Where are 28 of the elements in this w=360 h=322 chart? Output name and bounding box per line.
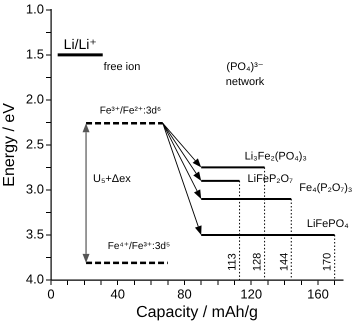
series-label: LiFePO₄ (306, 218, 350, 230)
series-label: Li/Li⁺ (64, 36, 97, 52)
annotation: 144 (278, 252, 290, 272)
x-axis-title: Capacity / mAh/g (136, 304, 258, 321)
y-axis-title: Energy / eV (1, 102, 18, 187)
series-label: Fe³⁺/Fe²⁺:3d⁶ (100, 105, 162, 116)
y-tick-label: 1.0 (26, 1, 44, 16)
y-tick-label: 3.0 (26, 182, 44, 197)
series-label: Fe⁴⁺/Fe³⁺:3d⁵ (108, 240, 170, 252)
x-tick-label: 120 (240, 286, 262, 302)
y-tick-label: 2.5 (26, 136, 44, 152)
annotation: (PO₄)³⁻ network (226, 61, 265, 88)
x-tick-label: 0 (47, 286, 55, 302)
series-label: Fe₄(P₂O₇)₃ (299, 182, 352, 194)
annotation: 170 (322, 252, 334, 272)
x-tick-label: 40 (110, 286, 125, 302)
series-label: LiFeP₂O₇ (248, 172, 294, 185)
annotation: free ion (104, 61, 140, 73)
x-tick-label: 160 (307, 286, 329, 302)
annotation: 113 (226, 253, 239, 271)
annotation: U₅+Δex (93, 173, 132, 185)
y-tick-label: 3.5 (26, 226, 44, 242)
y-tick-label: 4.0 (26, 272, 44, 287)
x-tick-label: 80 (177, 286, 192, 302)
y-tick-label: 1.5 (26, 46, 44, 62)
y-tick-label: 2.0 (26, 91, 44, 106)
series-label: Li₃Fe₂(PO₄)₃ (244, 150, 307, 162)
annotation: 128 (252, 252, 264, 272)
